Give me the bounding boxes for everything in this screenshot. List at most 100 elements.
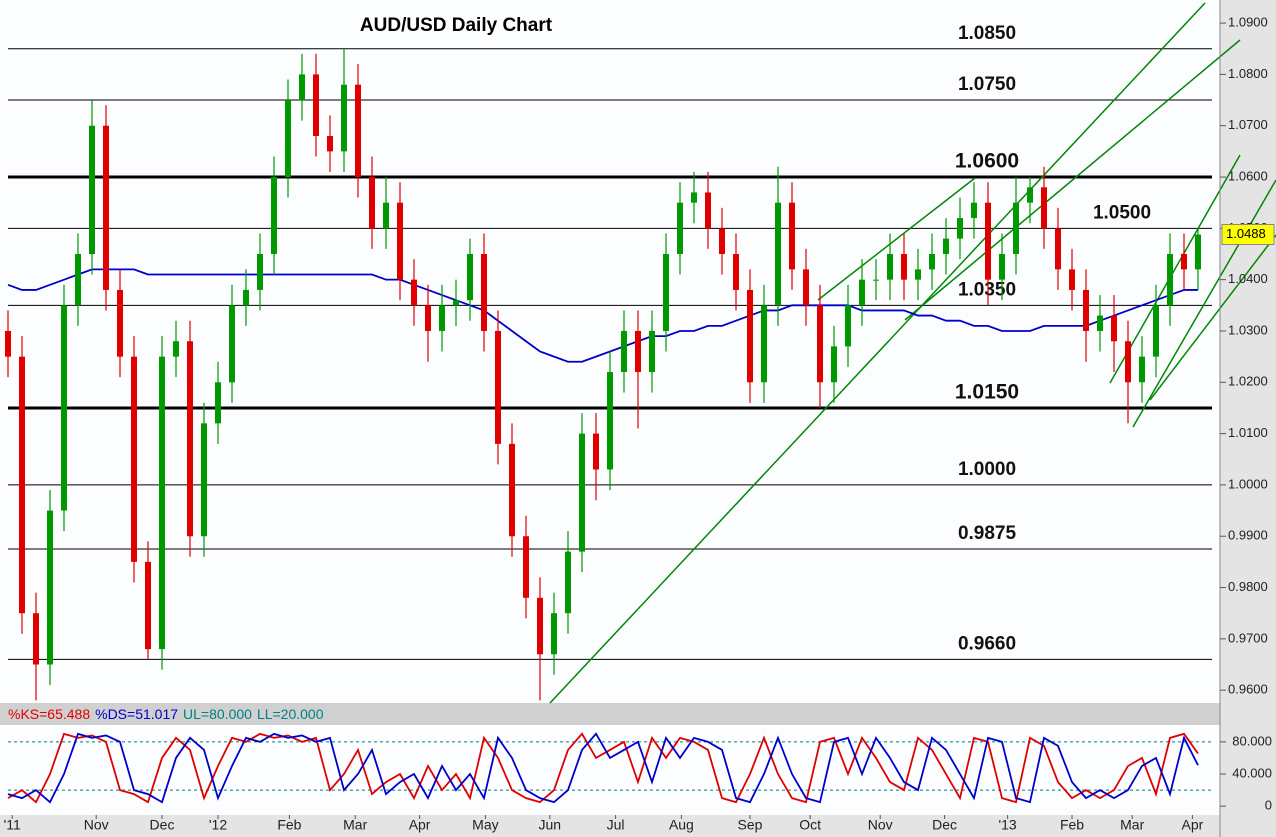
- trendlines: [549, 2, 1276, 704]
- y-tick-label: 1.0200: [1228, 374, 1268, 389]
- candle-body: [551, 613, 557, 655]
- candle-body: [47, 510, 53, 665]
- date-axis-background: [0, 815, 1220, 837]
- x-tick-label: Jun: [539, 817, 562, 833]
- candle-body: [929, 254, 935, 270]
- last-value-label: 1.0488: [1226, 226, 1266, 241]
- trendline: [1109, 154, 1241, 384]
- candle-body: [5, 330, 11, 357]
- candle-body: [383, 202, 389, 229]
- trendline: [817, 177, 976, 301]
- y-tick-label: 1.0300: [1228, 322, 1268, 337]
- legend-entry: UL=80.000: [183, 706, 252, 722]
- candle-body: [341, 84, 347, 152]
- osc-y-tick-label: 0: [1265, 798, 1272, 813]
- x-tick-label: Nov: [868, 817, 893, 833]
- trendline: [1132, 179, 1276, 428]
- y-tick-label: 1.0700: [1228, 117, 1268, 132]
- level-label: 0.9660: [958, 633, 1016, 654]
- last-value-box: [1221, 224, 1275, 246]
- candle-body: [145, 561, 151, 650]
- candle-body: [19, 356, 25, 614]
- candle-body: [943, 238, 949, 255]
- candle-body: [579, 433, 585, 552]
- osc-y-tick-label: 40.000: [1232, 765, 1272, 780]
- x-tick-label: May: [472, 817, 498, 833]
- candle-body: [201, 423, 207, 537]
- candle-body: [425, 305, 431, 331]
- x-tick-label: Jul: [607, 817, 625, 833]
- candle-body: [593, 433, 599, 470]
- candle-body: [159, 356, 165, 650]
- candle-body: [817, 305, 823, 383]
- level-label: 1.0150: [955, 380, 1019, 403]
- candle-body: [1153, 305, 1159, 357]
- x-tick-label: Oct: [799, 817, 821, 833]
- candle-body: [257, 254, 263, 290]
- level-label: 1.0500: [1093, 202, 1151, 223]
- candle-body: [985, 202, 991, 280]
- candle-body: [131, 356, 137, 562]
- level-label: 1.0350: [958, 279, 1016, 300]
- osc-line: [7, 732, 1199, 804]
- candle-body: [761, 305, 767, 383]
- candle-body: [215, 382, 221, 424]
- legend-entry: %DS=51.017: [95, 706, 178, 722]
- moving-average: [7, 268, 1198, 363]
- candle-body: [677, 202, 683, 255]
- candle-body: [831, 346, 837, 383]
- x-tick-label: Aug: [669, 817, 694, 833]
- osc-legend: %KS=65.488 %DS=51.017 UL=80.000 LL=20.000: [8, 706, 324, 722]
- x-tick-label: Apr: [1182, 817, 1204, 833]
- candle-body: [663, 254, 669, 331]
- candle-body: [1041, 187, 1047, 229]
- y-tick-label: 1.0100: [1228, 425, 1268, 440]
- candle-body: [705, 192, 711, 229]
- trendline: [549, 2, 1206, 704]
- level-label: 1.0600: [955, 150, 1019, 173]
- oscillator-header: [0, 703, 1220, 725]
- x-tick-label: Feb: [277, 817, 301, 833]
- candle-body: [481, 254, 487, 331]
- candle-body: [509, 443, 515, 537]
- level-label: 1.0850: [958, 23, 1016, 44]
- candle-body: [1027, 187, 1033, 203]
- x-tick-label: '12: [209, 817, 227, 833]
- candle-body: [775, 202, 781, 306]
- legend-entry: LL=20.000: [257, 706, 324, 722]
- candle-body: [649, 330, 655, 373]
- price-axis-background: [1220, 0, 1276, 837]
- y-tick-label: 1.0600: [1228, 168, 1268, 183]
- y-tick-label: 0.9700: [1228, 630, 1268, 645]
- trendline: [1149, 234, 1276, 401]
- candle-body: [411, 279, 417, 306]
- y-tick-label: 0.9800: [1228, 579, 1268, 594]
- candle-body: [187, 341, 193, 537]
- legend-entry: %KS=65.488: [8, 706, 90, 722]
- osc-y-tick-label: 80.000: [1232, 733, 1272, 748]
- candle-body: [845, 305, 851, 347]
- candle-body: [243, 289, 249, 306]
- candle-body: [691, 192, 697, 203]
- x-tick-label: Mar: [343, 817, 367, 833]
- candle-body: [369, 177, 375, 229]
- candle-body: [901, 254, 907, 280]
- candle-body: [495, 330, 501, 444]
- x-tick-label: Feb: [1060, 817, 1084, 833]
- y-tick-label: 0.9600: [1228, 682, 1268, 697]
- x-tick-label: '11: [4, 817, 21, 833]
- candle-body: [957, 218, 963, 239]
- candle-body: [1167, 254, 1173, 306]
- y-tick-label: 1.0000: [1228, 476, 1268, 491]
- candle-body: [173, 341, 179, 357]
- candle-body: [999, 254, 1005, 280]
- y-tick-label: 1.0800: [1228, 66, 1268, 81]
- candle-body: [313, 74, 319, 136]
- candle-body: [635, 330, 641, 373]
- candle-body: [887, 254, 893, 280]
- candle-body: [1097, 315, 1103, 331]
- candle-body: [439, 305, 445, 331]
- candle-body: [1069, 269, 1075, 290]
- level-label: 1.0000: [958, 459, 1016, 480]
- candle-body: [873, 279, 879, 281]
